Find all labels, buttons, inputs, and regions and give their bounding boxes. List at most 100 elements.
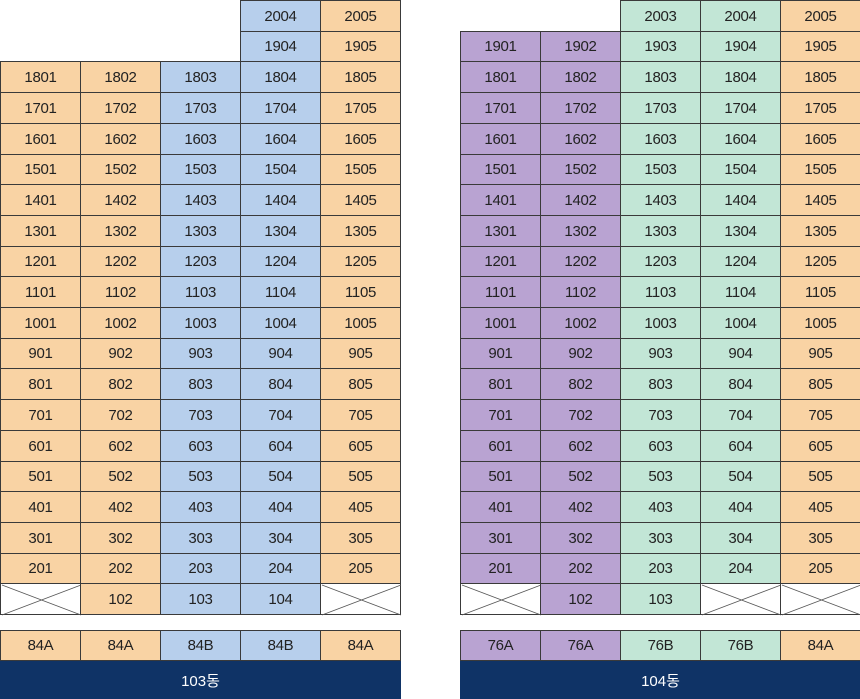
unit-cell: 505 — [780, 461, 860, 492]
unit-cell: 1901 — [460, 31, 541, 62]
unit-cell: 1004 — [700, 307, 781, 339]
unit-cell: 1603 — [620, 123, 701, 155]
unit-cell: 703 — [620, 399, 701, 431]
unit-cell: 604 — [240, 430, 321, 462]
unit-cell: 802 — [80, 368, 161, 400]
unit-cell: 505 — [320, 461, 401, 492]
unit-cell: 1201 — [460, 246, 541, 277]
unit-cell: 1305 — [320, 215, 401, 247]
unit-cell: 704 — [240, 399, 321, 431]
unit-cell: 1505 — [320, 154, 401, 185]
unit-cell: 201 — [460, 553, 541, 584]
unit-cell: 901 — [460, 338, 541, 369]
unit-cell: 1305 — [780, 215, 860, 247]
non-residential-cell — [460, 583, 542, 616]
unit-cell: 102 — [540, 583, 621, 615]
unit-cell: 1205 — [320, 246, 401, 277]
cross-mark-icon — [461, 584, 542, 616]
unit-cell: 1605 — [780, 123, 860, 155]
unit-cell: 1801 — [460, 61, 541, 93]
unit-cell: 1103 — [160, 276, 241, 308]
unit-cell: 1905 — [320, 31, 401, 62]
unit-cell: 1402 — [540, 184, 621, 216]
non-residential-cell — [700, 583, 782, 616]
cross-mark-icon — [701, 584, 782, 616]
unit-cell: 2005 — [320, 0, 401, 32]
unit-cell: 403 — [160, 491, 241, 523]
unit-cell: 1103 — [620, 276, 701, 308]
unit-cell: 1705 — [320, 92, 401, 124]
unit-cell: 1803 — [160, 61, 241, 93]
unit-cell: 605 — [320, 430, 401, 462]
unit-cell: 1301 — [0, 215, 81, 247]
unit-cell: 1102 — [80, 276, 161, 308]
unit-cell: 705 — [780, 399, 860, 431]
unit-cell: 601 — [0, 430, 81, 462]
unit-cell: 103 — [620, 583, 701, 615]
unit-cell: 501 — [460, 461, 541, 492]
unit-cell: 503 — [160, 461, 241, 492]
unit-cell: 604 — [700, 430, 781, 462]
unit-cell: 902 — [80, 338, 161, 369]
unit-cell: 1405 — [320, 184, 401, 216]
unit-cell: 504 — [700, 461, 781, 492]
unit-cell: 203 — [160, 553, 241, 584]
unit-cell: 2004 — [240, 0, 321, 32]
unit-cell: 803 — [160, 368, 241, 400]
unit-cell: 102 — [80, 583, 161, 615]
unit-cell: 1503 — [620, 154, 701, 185]
building-103: 2004 2005 1904 1905 1801 1802 1803 1804 1805 1701… — [0, 0, 402, 699]
unit-cell: 1902 — [540, 31, 621, 62]
unit-cell: 2003 — [620, 0, 701, 32]
unit-cell: 1805 — [780, 61, 860, 93]
unit-cell: 301 — [0, 522, 81, 554]
unit-cell: 504 — [240, 461, 321, 492]
unit-cell: 1204 — [700, 246, 781, 277]
unit-cell: 1201 — [0, 246, 81, 277]
unit-cell: 1002 — [80, 307, 161, 339]
unit-cell: 1605 — [320, 123, 401, 155]
non-residential-cell — [320, 583, 402, 616]
unit-cell: 1001 — [460, 307, 541, 339]
unit-cell: 1104 — [240, 276, 321, 308]
cross-mark-icon — [781, 584, 860, 616]
unit-cell: 1003 — [160, 307, 241, 339]
unit-cell: 1904 — [240, 31, 321, 62]
unit-cell: 1903 — [620, 31, 701, 62]
unit-cell: 1703 — [160, 92, 241, 124]
unit-cell: 401 — [460, 491, 541, 523]
unit-cell: 904 — [700, 338, 781, 369]
unit-cell: 1403 — [620, 184, 701, 216]
unit-cell: 1202 — [80, 246, 161, 277]
unit-type-label: 84A — [80, 630, 161, 661]
unit-cell: 1904 — [700, 31, 781, 62]
unit-cell: 1602 — [540, 123, 621, 155]
unit-cell: 1404 — [700, 184, 781, 216]
unit-cell: 401 — [0, 491, 81, 523]
unit-cell: 1003 — [620, 307, 701, 339]
unit-type-label: 84A — [0, 630, 81, 661]
unit-type-label: 84B — [240, 630, 321, 661]
unit-cell: 202 — [80, 553, 161, 584]
unit-type-label: 84B — [160, 630, 241, 661]
unit-cell: 203 — [620, 553, 701, 584]
unit-cell: 804 — [700, 368, 781, 400]
unit-type-label: 76B — [700, 630, 781, 661]
unit-cell: 1401 — [460, 184, 541, 216]
unit-cell: 1403 — [160, 184, 241, 216]
building-name-label: 103동 — [0, 661, 401, 699]
unit-cell: 1803 — [620, 61, 701, 93]
unit-cell: 1203 — [160, 246, 241, 277]
unit-cell: 1401 — [0, 184, 81, 216]
non-residential-cell — [780, 583, 860, 616]
unit-cell: 302 — [80, 522, 161, 554]
unit-cell: 1205 — [780, 246, 860, 277]
unit-cell: 705 — [320, 399, 401, 431]
unit-cell: 802 — [540, 368, 621, 400]
unit-cell: 1701 — [0, 92, 81, 124]
unit-cell: 1505 — [780, 154, 860, 185]
unit-cell: 103 — [160, 583, 241, 615]
unit-cell: 303 — [160, 522, 241, 554]
unit-cell: 904 — [240, 338, 321, 369]
unit-cell: 603 — [160, 430, 241, 462]
